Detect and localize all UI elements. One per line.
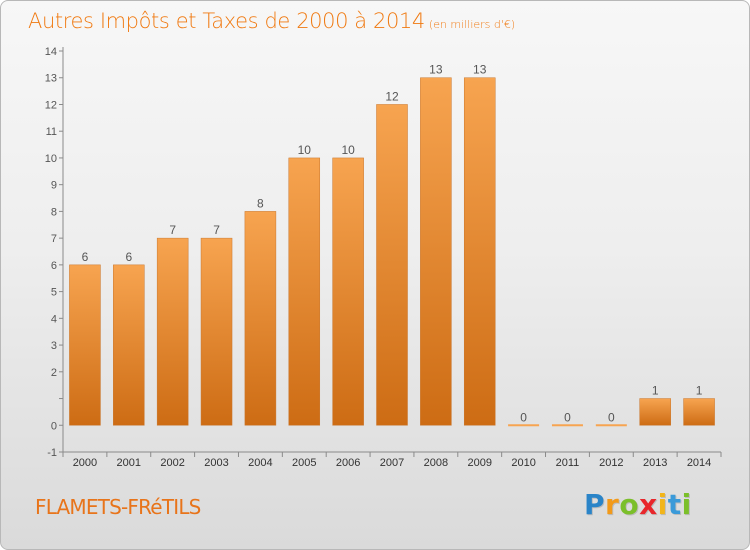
data-label: 7: [213, 223, 220, 237]
y-tick-label: 3: [51, 340, 57, 352]
bar: [200, 237, 233, 426]
y-tick-label: -1: [47, 447, 57, 459]
y-tick-label: 5: [51, 287, 57, 299]
chart-title: Autres Impôts et Taxes de 2000 à 2014 (en…: [28, 9, 515, 33]
data-label: 6: [125, 250, 132, 264]
x-tick-label: 2009: [467, 457, 491, 469]
y-tick-label: 14: [45, 46, 57, 58]
proxiti-logo[interactable]: Proxiti: [584, 488, 692, 521]
x-tick-label: 2013: [643, 457, 667, 469]
y-tick-label: 8: [51, 206, 57, 218]
logo-letter: x: [639, 488, 658, 521]
data-label: 12: [385, 89, 399, 103]
data-label: 0: [564, 410, 571, 424]
bar: [683, 398, 715, 426]
x-tick-label: 2011: [556, 457, 580, 469]
data-label: 10: [341, 143, 355, 157]
logo-letter: r: [605, 488, 620, 521]
logo-letter: t: [667, 488, 682, 521]
x-tick-label: 2006: [336, 457, 360, 469]
bar: [376, 104, 408, 426]
y-tick-label: 12: [45, 99, 57, 111]
bar: [595, 424, 627, 427]
data-labels: 6 6 7 7 8 10 10 12 13 13 0 0 0 1 1: [82, 63, 703, 425]
data-label: 0: [608, 410, 615, 424]
bar: [69, 264, 101, 426]
bar: [288, 157, 321, 426]
x-tick-label: 2001: [117, 457, 141, 469]
bar: [639, 398, 671, 426]
x-tick-label: 2003: [204, 457, 228, 469]
bar: [463, 77, 496, 426]
y-tick-label: 6: [51, 260, 57, 272]
x-tick-label: 2002: [160, 457, 184, 469]
bar: [244, 211, 277, 426]
x-tick-label: 2004: [248, 457, 272, 469]
y-tick-label: 13: [45, 73, 57, 85]
data-label: 10: [298, 143, 312, 157]
data-label: 8: [257, 196, 264, 210]
bar: [332, 157, 364, 426]
data-label: 1: [696, 384, 703, 398]
bar: [508, 424, 540, 427]
data-label: 1: [652, 384, 659, 398]
data-label: 6: [82, 250, 89, 264]
chart-subtitle: (en milliers d'€): [428, 18, 516, 31]
y-tick-label: 0: [51, 420, 57, 432]
y-tick-label: 11: [46, 126, 57, 138]
x-tick-label: 2010: [511, 457, 535, 469]
y-tick-label: 7: [51, 233, 57, 245]
x-tick-label: 2014: [687, 457, 711, 469]
logo-letter: P: [584, 488, 606, 521]
data-label: 13: [473, 63, 487, 77]
logo-letter: o: [619, 488, 640, 521]
bar: [420, 77, 452, 426]
logo-letter: i: [681, 488, 692, 521]
x-tick-label: 2008: [424, 457, 448, 469]
x-tick-label: 2005: [292, 457, 316, 469]
bar: [156, 237, 189, 426]
commune-name: FLAMETS-FRéTILS: [35, 495, 201, 519]
y-tick-label: 4: [51, 313, 57, 325]
data-label: 7: [169, 223, 176, 237]
bar: [113, 264, 145, 426]
logo-letter: i: [657, 488, 668, 521]
bars: [69, 77, 715, 427]
bar: [551, 424, 583, 427]
y-tick-label: 9: [51, 180, 57, 192]
data-label: 0: [520, 410, 527, 424]
x-tick-label: 2012: [599, 457, 623, 469]
data-label: 13: [429, 63, 443, 77]
y-tick-label: 2: [51, 367, 57, 379]
x-tick-label: 2000: [73, 457, 97, 469]
y-tick-label: 10: [45, 153, 57, 165]
chart-title-text: Autres Impôts et Taxes de 2000 à 2014: [28, 9, 425, 33]
x-tick-label: 2007: [380, 457, 404, 469]
